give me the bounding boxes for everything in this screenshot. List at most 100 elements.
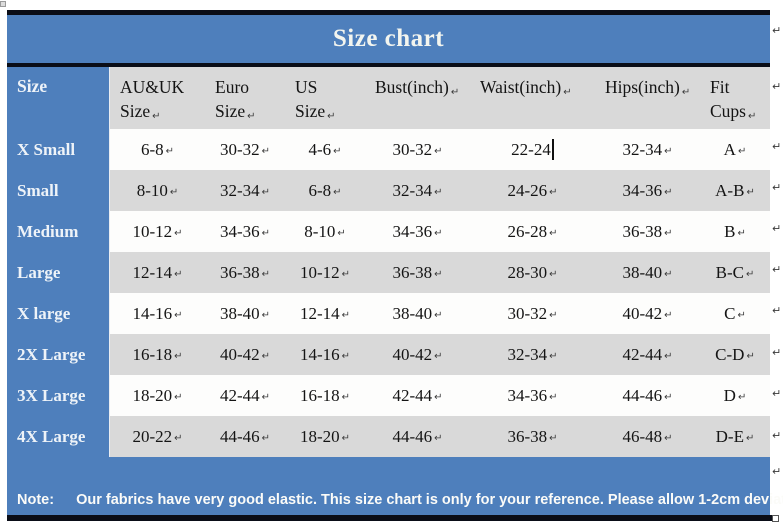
cell-value: 46-48 bbox=[622, 426, 663, 446]
cell-value: 34-36 bbox=[219, 221, 260, 241]
paragraph-mark-icon: ↵ bbox=[434, 146, 443, 157]
paragraph-mark-icon: ↵ bbox=[337, 228, 346, 239]
column-header-au-uk: AU&UK Size ↵ bbox=[110, 67, 205, 129]
cell-euro: 44-46 ↵ bbox=[205, 416, 285, 457]
paragraph-mark-icon: ↵ bbox=[174, 310, 183, 321]
cell-value: C bbox=[724, 303, 736, 323]
paragraph-mark-icon: ↵ bbox=[341, 433, 351, 444]
cell-value: 32-34 bbox=[507, 344, 548, 364]
column-header-text: Hips(inch) bbox=[605, 77, 680, 97]
column-header-text: Cups bbox=[710, 101, 746, 121]
size-chart-table: Size chart Size AU&UK Size ↵ Euro Size ↵ U… bbox=[7, 10, 783, 521]
paragraph-mark-icon: ↵ bbox=[434, 392, 443, 403]
cell-euro: 38-40 ↵ bbox=[205, 293, 285, 334]
cell-value: 4-6 bbox=[308, 139, 332, 159]
row-end-mark-icon: ↵ bbox=[772, 304, 782, 317]
paragraph-mark-icon: ↵ bbox=[174, 351, 183, 362]
cell-euro: 30-32 ↵ bbox=[205, 129, 285, 170]
cell-hips: 32-34 ↵ bbox=[595, 129, 700, 170]
cell-waist: 24-26 ↵ bbox=[470, 170, 595, 211]
paragraph-mark-icon: ↵ bbox=[549, 392, 558, 403]
cell-value: 30-32 bbox=[392, 139, 433, 159]
cell-value: 32-34 bbox=[392, 180, 433, 200]
paragraph-mark-icon: ↵ bbox=[450, 87, 460, 98]
cell-value: 10-12 bbox=[132, 221, 173, 241]
cell-bust: 30-32 ↵ bbox=[365, 129, 470, 170]
row-label: 2X Large bbox=[7, 334, 110, 375]
cell-euro: 36-38 ↵ bbox=[205, 252, 285, 293]
cell-us: 18-20 ↵ bbox=[285, 416, 365, 457]
paragraph-mark-icon: ↵ bbox=[549, 351, 558, 362]
cell-hips: 36-38 ↵ bbox=[595, 211, 700, 252]
paragraph-mark-icon: ↵ bbox=[261, 351, 271, 362]
paragraph-mark-icon: ↵ bbox=[664, 228, 673, 239]
cell-hips: 40-42 ↵ bbox=[595, 293, 700, 334]
cell-fit-cups: C ↵ bbox=[700, 293, 770, 334]
paragraph-mark-icon: ↵ bbox=[681, 87, 691, 98]
column-header-us: US Size ↵ bbox=[285, 67, 365, 129]
cell-value: 30-32 bbox=[219, 139, 260, 159]
row-label-text: X Small bbox=[17, 139, 76, 159]
table-row: X Small 6-8 ↵ 30-32 ↵ 4-6 ↵ 30-32 ↵ 22-24 32… bbox=[7, 129, 770, 170]
cell-value: 40-42 bbox=[392, 344, 433, 364]
column-header-waist: Waist(inch) ↵ bbox=[470, 67, 595, 129]
paragraph-mark-icon: ↵ bbox=[434, 351, 443, 362]
cell-value: B-C bbox=[715, 262, 744, 282]
cell-value: 28-30 bbox=[507, 262, 548, 282]
paragraph-mark-icon: ↵ bbox=[737, 310, 746, 321]
cell-fit-cups: D-E ↵ bbox=[700, 416, 770, 457]
row-end-mark-icon: ↵ bbox=[772, 465, 782, 478]
cell-fit-cups: C-D ↵ bbox=[700, 334, 770, 375]
paragraph-mark-icon: ↵ bbox=[333, 146, 342, 157]
table-row: 4X Large 20-22 ↵ 44-46 ↵ 18-20 ↵ 44-46 ↵ 36-… bbox=[7, 416, 770, 457]
cell-value: 44-46 bbox=[392, 426, 433, 446]
cell-value: 42-44 bbox=[392, 385, 433, 405]
table-row: X large 14-16 ↵ 38-40 ↵ 12-14 ↵ 38-40 ↵ 30-3… bbox=[7, 293, 770, 334]
cell-au-uk: 12-14 ↵ bbox=[110, 252, 205, 293]
row-end-mark-icon: ↵ bbox=[772, 387, 782, 400]
cell-value: D bbox=[723, 385, 736, 405]
cell-value: 16-18 bbox=[299, 385, 340, 405]
cell-fit-cups: A-B ↵ bbox=[700, 170, 770, 211]
paragraph-mark-icon: ↵ bbox=[563, 87, 572, 98]
paragraph-mark-icon: ↵ bbox=[664, 146, 673, 157]
cell-bust: 32-34 ↵ bbox=[365, 170, 470, 211]
row-label: X large bbox=[7, 293, 110, 334]
cell-hips: 46-48 ↵ bbox=[595, 416, 700, 457]
cell-waist: 28-30 ↵ bbox=[470, 252, 595, 293]
cell-value: 38-40 bbox=[219, 303, 260, 323]
cell-us: 12-14 ↵ bbox=[285, 293, 365, 334]
column-header-text: Size bbox=[17, 76, 48, 96]
cell-value: B bbox=[724, 221, 736, 241]
row-end-mark-icon: ↵ bbox=[772, 263, 782, 276]
cell-euro: 32-34 ↵ bbox=[205, 170, 285, 211]
note-text: Our fabrics have very good elastic. This… bbox=[76, 492, 783, 508]
cell-au-uk: 14-16 ↵ bbox=[110, 293, 205, 334]
cell-hips: 44-46 ↵ bbox=[595, 375, 700, 416]
paragraph-mark-icon: ↵ bbox=[333, 187, 342, 198]
table-bottom-border bbox=[7, 515, 777, 521]
cell-value: 36-38 bbox=[622, 221, 663, 241]
cell-us: 4-6 ↵ bbox=[285, 129, 365, 170]
title-divider bbox=[7, 63, 770, 67]
row-label-text: 4X Large bbox=[17, 426, 86, 446]
cell-value: 34-36 bbox=[392, 221, 433, 241]
cell-value: 40-42 bbox=[622, 303, 663, 323]
cell-bust: 34-36 ↵ bbox=[365, 211, 470, 252]
row-label-text: Medium bbox=[17, 221, 79, 241]
cell-euro: 42-44 ↵ bbox=[205, 375, 285, 416]
cell-value: 36-38 bbox=[507, 426, 548, 446]
cell-us: 10-12 ↵ bbox=[285, 252, 365, 293]
paragraph-mark-icon: ↵ bbox=[341, 269, 351, 280]
cell-value: 44-46 bbox=[622, 385, 663, 405]
table-title: Size chart bbox=[332, 25, 445, 52]
paragraph-mark-icon: ↵ bbox=[745, 433, 755, 444]
row-end-mark-icon: ↵ bbox=[772, 346, 782, 359]
paragraph-mark-icon: ↵ bbox=[174, 269, 183, 280]
column-header-text: Bust(inch) bbox=[375, 77, 449, 97]
cell-value: 18-20 bbox=[132, 385, 173, 405]
cell-value: 24-26 bbox=[507, 180, 548, 200]
paragraph-mark-icon: ↵ bbox=[549, 228, 558, 239]
paragraph-mark-icon: ↵ bbox=[261, 187, 271, 198]
paragraph-mark-icon: ↵ bbox=[341, 351, 351, 362]
